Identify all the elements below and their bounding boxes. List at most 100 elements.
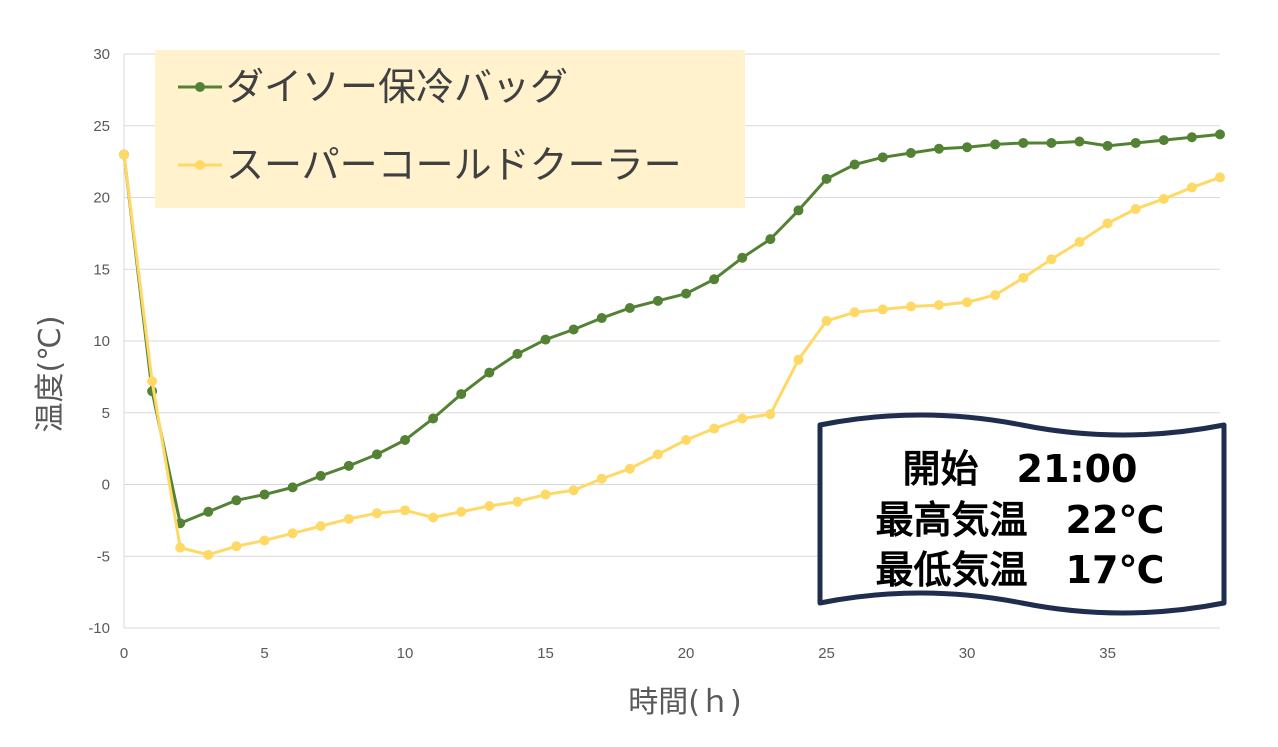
data-point: [287, 528, 298, 539]
x-tick-label: 5: [260, 645, 268, 662]
data-point: [428, 413, 439, 424]
data-point: [315, 470, 326, 481]
y-tick-label: -5: [97, 548, 110, 565]
data-point: [709, 423, 720, 434]
series-line: [122, 154, 1221, 557]
y-tick-label: 10: [93, 333, 110, 350]
data-point: [821, 315, 832, 326]
data-point: [1046, 137, 1057, 148]
data-point: [737, 252, 748, 263]
data-point: [681, 288, 692, 299]
data-point: [933, 143, 944, 154]
data-point: [962, 142, 973, 153]
data-point: [652, 449, 663, 460]
data-point: [596, 313, 607, 324]
data-point: [400, 505, 411, 516]
data-point: [990, 290, 1001, 301]
data-point: [484, 501, 495, 512]
x-tick-label: 35: [1099, 645, 1116, 662]
data-point: [905, 148, 916, 159]
legend-label-daiso: ダイソー保冷バッグ: [226, 65, 568, 109]
data-point: [596, 473, 607, 484]
data-point: [1186, 132, 1197, 143]
data-point: [315, 521, 326, 532]
x-axis-ticks: 0 5 10 15 20 25 30 35: [120, 645, 1116, 662]
data-point: [652, 295, 663, 306]
data-point: [821, 173, 832, 184]
data-point: [793, 354, 804, 365]
data-point: [1186, 182, 1197, 193]
data-point: [484, 367, 495, 378]
data-point: [568, 324, 579, 335]
data-point: [568, 485, 579, 496]
data-point: [287, 482, 298, 493]
y-tick-label: 20: [93, 190, 110, 207]
legend-marker-daiso: [195, 82, 205, 92]
data-point: [1102, 140, 1113, 151]
data-point: [1158, 135, 1169, 146]
legend: ダイソー保冷バッグ スーパーコールドクーラー: [155, 50, 745, 208]
data-point: [933, 300, 944, 311]
data-point: [765, 234, 776, 245]
data-point: [512, 496, 523, 507]
data-point: [681, 435, 692, 446]
data-point: [540, 334, 551, 345]
data-point: [849, 159, 860, 170]
info-max-temp: 最高気温 22℃: [876, 498, 1165, 542]
data-point: [400, 435, 411, 446]
x-tick-label: 20: [678, 645, 695, 662]
data-series: [119, 129, 1225, 560]
y-tick-label: 5: [102, 405, 110, 422]
data-point: [990, 139, 1001, 150]
series-1: [119, 149, 1225, 560]
info-start-time: 開始 21:00: [903, 447, 1138, 491]
data-point: [877, 152, 888, 163]
wave-banner: [817, 412, 1227, 616]
data-point: [343, 460, 354, 471]
info-annotation-box: 開始 21:00 最高気温 22℃ 最低気温 17℃: [817, 412, 1227, 616]
data-point: [793, 205, 804, 216]
y-tick-label: -10: [88, 620, 110, 637]
y-axis-title: 温度(℃): [33, 315, 68, 432]
data-point: [905, 301, 916, 312]
data-point: [877, 304, 888, 315]
data-point: [624, 463, 635, 474]
data-point: [709, 274, 720, 285]
data-point: [765, 409, 776, 420]
data-point: [456, 389, 467, 400]
data-point: [203, 506, 214, 517]
data-point: [1215, 172, 1225, 183]
y-axis-ticks: -10 -5 0 5 10 15 20 25 30: [88, 46, 110, 637]
data-point: [371, 508, 382, 519]
data-point: [1074, 236, 1085, 247]
data-point: [371, 449, 382, 460]
data-point: [456, 506, 467, 517]
data-point: [1158, 193, 1169, 204]
data-point: [512, 348, 523, 359]
y-tick-label: 30: [93, 46, 110, 63]
y-tick-label: 25: [93, 118, 110, 135]
legend-background: [155, 50, 745, 208]
data-point: [1018, 272, 1029, 283]
data-point: [624, 302, 635, 313]
x-tick-label: 0: [120, 645, 128, 662]
data-point: [1130, 137, 1141, 148]
data-point: [175, 542, 186, 553]
legend-label-supercold: スーパーコールドクーラー: [226, 143, 682, 187]
data-point: [203, 549, 214, 560]
data-point: [119, 149, 129, 160]
y-tick-label: 15: [93, 261, 110, 278]
data-point: [1046, 254, 1057, 265]
data-point: [428, 512, 439, 523]
x-tick-label: 10: [397, 645, 414, 662]
data-point: [231, 495, 242, 506]
x-tick-label: 30: [959, 645, 976, 662]
x-axis-title: 時間(ｈ): [628, 685, 741, 720]
series-line: [122, 132, 1221, 525]
x-tick-label: 25: [818, 645, 835, 662]
data-point: [737, 413, 748, 424]
data-point: [1018, 137, 1029, 148]
data-point: [147, 376, 158, 387]
y-tick-label: 0: [102, 477, 110, 494]
